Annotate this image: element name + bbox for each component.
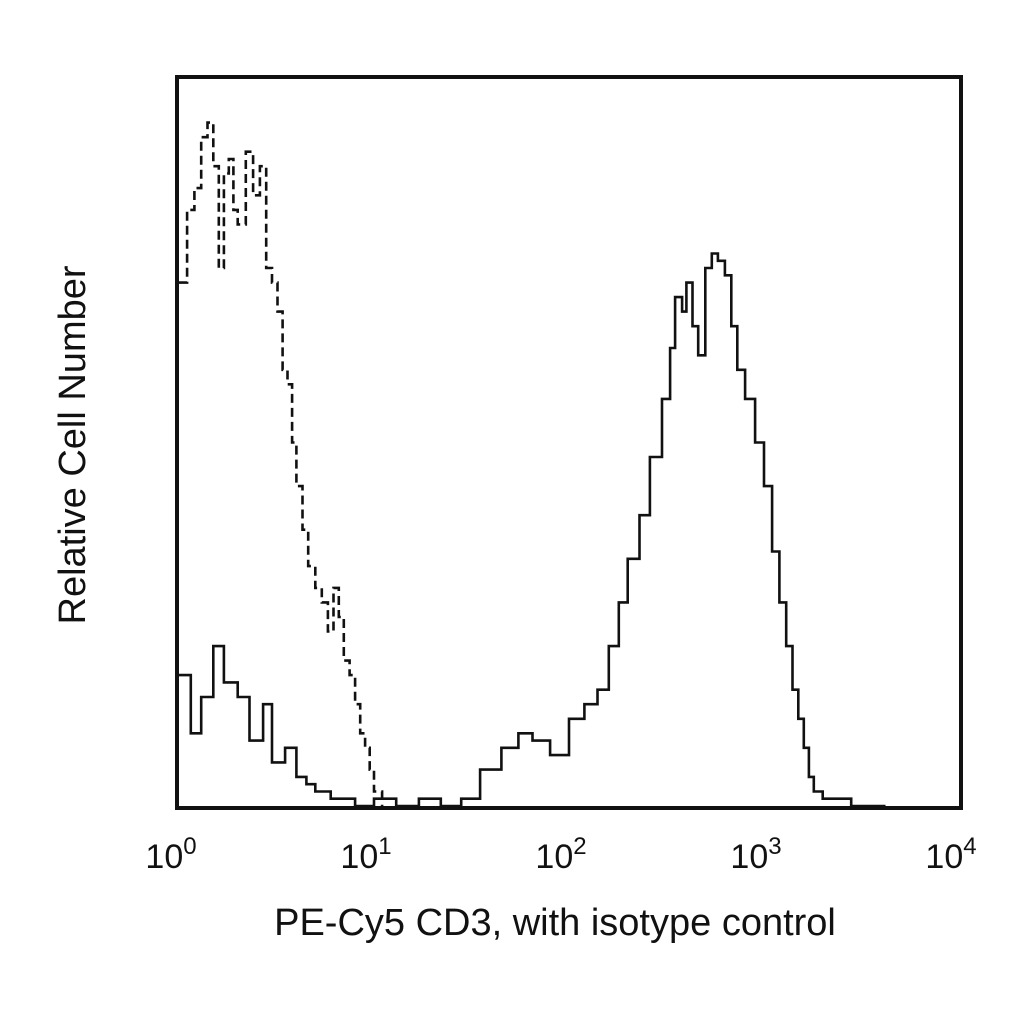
x-axis-title: PE-Cy5 CD3, with isotype control [274,902,836,944]
x-tick-label: 103 [730,833,781,876]
x-tick-labels: 100 101 102 103 104 [145,833,976,876]
x-tick-label: 102 [535,833,586,876]
isotype-control-histogram-line [179,121,384,806]
cd3-stained-histogram-line [179,252,886,808]
plot-frame [175,75,963,810]
x-tick-label: 101 [340,833,391,876]
x-tick-label: 100 [145,833,196,876]
y-axis-title: Relative Cell Number [52,265,94,624]
x-tick-label: 104 [925,833,976,876]
series-layer [179,121,886,808]
